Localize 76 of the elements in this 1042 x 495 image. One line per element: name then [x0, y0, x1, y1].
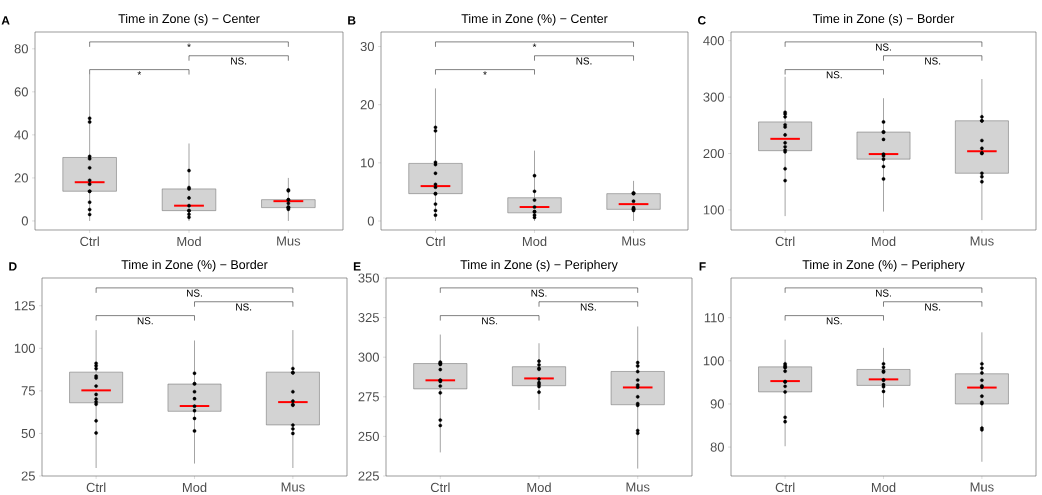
x-tick-label: Mod: [177, 236, 201, 247]
y-tick-label: 25: [21, 471, 35, 481]
y-tick-label: 20: [360, 100, 374, 110]
annotation: NS.: [236, 303, 252, 311]
annotation: NS.: [876, 289, 891, 297]
x-tick-label: Ctrl: [775, 482, 795, 493]
chart-title: Time in Zone (s) − Periphery: [460, 259, 618, 272]
y-tick-label: 250: [358, 431, 379, 441]
text: C: [697, 16, 706, 25]
y-tick-label: 0: [367, 216, 374, 226]
x-tick-label: Mod: [527, 482, 551, 493]
x-tick-label: Mus: [281, 482, 305, 492]
y-tick-label: 100: [14, 343, 35, 353]
x-tick-label: Mod: [182, 482, 207, 493]
x-tick-label: Mod: [871, 236, 896, 247]
y-tick-label: 225: [358, 471, 379, 481]
y-tick-label: 90: [710, 399, 724, 409]
x-tick-label: Mus: [970, 482, 994, 492]
text: A: [1, 16, 10, 25]
y-tick-label: 60: [14, 87, 28, 97]
annotation: NS.: [531, 289, 547, 297]
y-tick-label: 275: [358, 392, 379, 402]
annotation: NS.: [580, 303, 596, 311]
y-tick-label: 125: [14, 301, 35, 311]
y-tick-label: 325: [358, 313, 379, 323]
annotation: NS.: [925, 303, 941, 311]
y-tick-label: 30: [360, 41, 374, 52]
annotation: *: [483, 71, 487, 75]
annotation: *: [532, 43, 537, 48]
annotation: NS.: [925, 57, 941, 65]
text: B: [348, 16, 356, 25]
y-tick-label: 0: [21, 216, 28, 226]
chart-title: Time in Zone (%) − Border: [121, 259, 268, 272]
y-tick-label: 300: [703, 92, 724, 102]
chart-title: Time in Zone (%) − Center: [461, 13, 608, 26]
x-tick-label: Ctrl: [80, 236, 99, 247]
annotation: NS.: [576, 57, 592, 65]
y-tick-label: 75: [21, 386, 35, 396]
y-tick-label: 100: [703, 205, 724, 215]
chart-title: Time in Zone (s) − Center: [118, 13, 260, 26]
chart-title: Time in Zone (%) − Periphery: [802, 259, 965, 272]
annotation: NS.: [876, 43, 891, 51]
x-tick-label: Ctrl: [426, 236, 445, 247]
x-tick-label: Mus: [277, 236, 301, 246]
text: F: [699, 262, 706, 271]
x-tick-label: Mod: [522, 236, 547, 247]
x-tick-label: Ctrl: [430, 482, 450, 493]
annotation: NS.: [482, 317, 498, 325]
y-tick-label: 50: [21, 428, 35, 439]
annotation: NS.: [187, 289, 202, 297]
y-tick-label: 300: [358, 352, 379, 362]
x-tick-label: Ctrl: [775, 236, 795, 247]
annotation: *: [137, 71, 142, 75]
y-tick-label: 110: [704, 313, 724, 323]
annotation: NS.: [826, 317, 842, 325]
x-tick-label: Mus: [622, 236, 646, 246]
y-tick-label: 20: [14, 173, 28, 183]
y-tick-label: 40: [14, 130, 28, 140]
text: D: [9, 262, 17, 271]
text: E: [353, 262, 361, 271]
chart-title: Time in Zone (s) − Border: [812, 13, 955, 26]
x-tick-label: Mod: [871, 482, 896, 493]
y-tick-label: 400: [703, 36, 724, 46]
y-tick-label: 200: [703, 148, 724, 159]
y-tick-label: 80: [14, 44, 28, 54]
x-tick-label: Mus: [626, 482, 650, 492]
annotation: NS.: [231, 57, 247, 65]
x-tick-label: Ctrl: [86, 482, 106, 493]
annotation: NS.: [137, 317, 153, 325]
y-tick-label: 80: [710, 442, 724, 452]
y-tick-label: 100: [703, 356, 724, 366]
y-tick-label: 350: [358, 273, 379, 283]
x-tick-label: Mus: [970, 236, 994, 246]
annotation: *: [187, 43, 191, 48]
annotation: NS.: [826, 71, 842, 79]
y-tick-label: 10: [361, 158, 374, 168]
